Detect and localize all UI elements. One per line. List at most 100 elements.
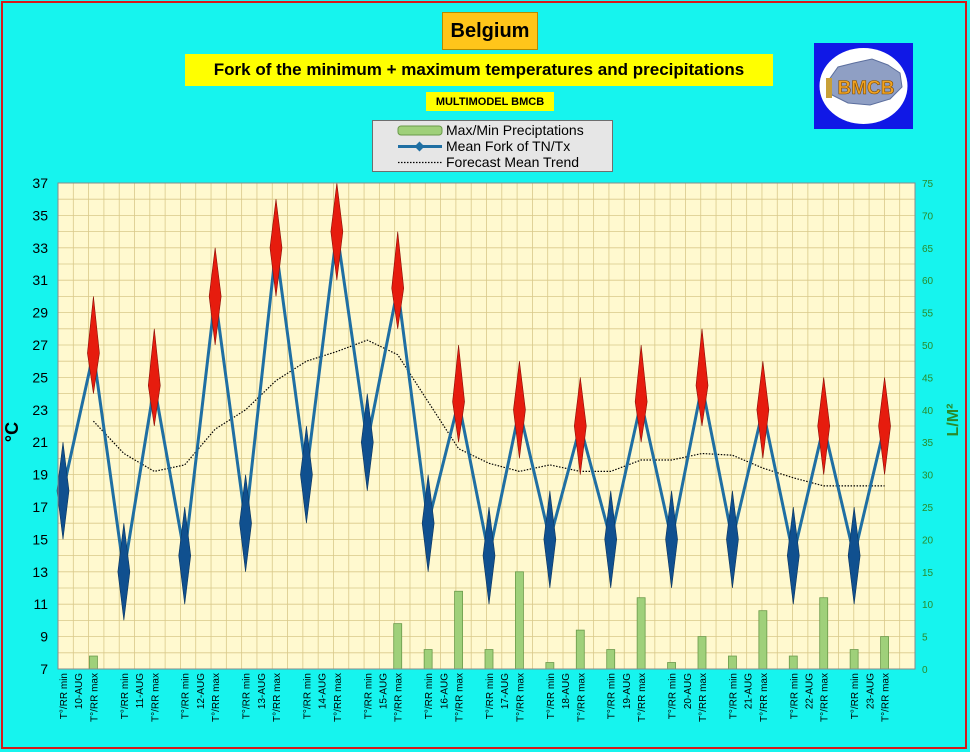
x-date-label: 15-AUG (379, 673, 390, 709)
x-tick-label: T°/RR max (272, 673, 283, 722)
y2-tick-label: 10 (922, 600, 934, 611)
min-range-diamond (117, 523, 131, 621)
min-range-diamond (665, 490, 678, 589)
x-tick-label: T°/RR min (424, 673, 435, 719)
min-range-diamond (360, 393, 374, 491)
x-tick-label: T°/RR max (759, 673, 770, 722)
y-tick-label: 23 (32, 402, 48, 418)
x-tick-label: T°/RR max (89, 673, 100, 722)
precip-bar (575, 629, 585, 670)
y2-tick-label: 60 (922, 276, 934, 287)
x-tick-label: T°/RR min (242, 673, 253, 719)
x-tick-label: T°/RR max (698, 673, 709, 722)
max-range-diamond (817, 377, 831, 475)
y2-axis: 0 5 10 15 20 25 30 35 40 45 50 55 60 65 70 75 (922, 179, 934, 676)
chart-title: Belgium (442, 12, 538, 50)
max-range-diamond (391, 231, 405, 329)
x-date-label: 17-AUG (500, 673, 511, 709)
precip-bar (423, 649, 433, 670)
trend-path (92, 339, 885, 487)
y-tick-label: 17 (32, 499, 48, 515)
mean-fork-line (61, 230, 887, 574)
y2-tick-label: 30 (922, 471, 934, 482)
min-range-diamond (178, 506, 192, 605)
x-date-label: 14-AUG (318, 673, 329, 709)
x-tick-label: T°/RR min (120, 673, 131, 719)
x-axis: T°/RR min T°/RR max T°/RR min T°/RR max T°/R… (59, 673, 892, 722)
y2-tick-label: 50 (922, 341, 934, 352)
x-tick-label: T°/RR min (789, 673, 800, 719)
precip-bar (728, 655, 737, 670)
x-tick-label: T°/RR max (394, 673, 405, 722)
max-range-diamond (452, 344, 465, 443)
x-tick-label: T°/RR min (728, 673, 739, 719)
min-range-diamond (482, 506, 496, 605)
y-tick-label: 13 (32, 564, 48, 580)
plot-border (57, 182, 916, 670)
max-range-diamond (208, 247, 222, 346)
min-range-diamond (847, 506, 861, 605)
y2-tick-label: 55 (922, 309, 934, 320)
x-tick-label: T°/RR max (820, 673, 831, 722)
x-tick-label: T°/RR max (637, 673, 648, 722)
precip-bar (880, 636, 889, 670)
max-range-diamond (878, 377, 891, 475)
x-tick-label: T°/RR max (881, 673, 892, 722)
y2-tick-label: 25 (922, 503, 934, 514)
chart-subtitle: Fork of the minimum + maximum temperatur… (185, 54, 773, 86)
min-range-diamond (239, 474, 252, 572)
precip-bar (697, 636, 707, 670)
x-date-label: 12-AUG (196, 673, 207, 709)
precip-bar (89, 655, 98, 670)
min-range-diamond (56, 442, 70, 540)
x-tick-label: T°/RR min (302, 673, 313, 719)
y2-tick-label: 45 (922, 373, 934, 384)
y2-tick-label: 0 (922, 665, 928, 676)
x-tick-label: T°/RR max (333, 673, 344, 722)
bmcb-logo: BMCB (814, 43, 913, 129)
x-tick-label: T°/RR min (485, 673, 496, 719)
trend-line-swatch-icon (398, 161, 442, 164)
max-range-diamond (147, 328, 161, 427)
x-tick-label: T°/RR min (59, 673, 70, 719)
precip-bar (636, 597, 646, 670)
precip-bar (788, 655, 798, 670)
min-range-diamond (786, 506, 800, 605)
precip-bars (89, 571, 889, 670)
svg-text:BMCB: BMCB (838, 78, 895, 99)
precip-bar (849, 649, 859, 670)
legend: Max/Min Preciptations Mean Fork of TN/Tx… (372, 120, 613, 172)
x-tick-label: T°/RR max (576, 673, 587, 722)
y2-tick-label: 70 (922, 211, 934, 222)
y2-tick-label: 65 (922, 244, 934, 255)
source-label: MULTIMODEL BMCB (426, 92, 554, 111)
x-tick-label: T°/RR max (515, 673, 526, 722)
precip-bar (819, 597, 829, 670)
y2-tick-label: 40 (922, 406, 934, 417)
precip-bar (515, 571, 524, 670)
min-range-diamond (604, 490, 618, 589)
x-tick-label: T°/RR max (455, 673, 466, 722)
y-tick-label: 9 (40, 629, 48, 645)
y-tick-label: 31 (32, 272, 48, 288)
legend-item-mean: Mean Fork of TN/Tx (373, 138, 612, 155)
max-range-diamond (269, 199, 283, 297)
min-range-diamond (726, 490, 739, 589)
y2-tick-label: 15 (922, 568, 934, 579)
y-tick-label: 15 (32, 531, 48, 547)
max-range-diamond (634, 344, 648, 443)
min-range-diamond (300, 425, 313, 524)
mean-path (61, 230, 887, 574)
mean-line-swatch-icon (398, 141, 442, 152)
x-tick-label: T°/RR max (211, 673, 222, 722)
max-range-diamond (573, 377, 587, 475)
precip-bar (606, 649, 616, 670)
y-tick-label: 37 (32, 175, 48, 191)
legend-label: Max/Min Preciptations (446, 122, 584, 138)
y-tick-label: 33 (32, 240, 48, 256)
legend-item-precip: Max/Min Preciptations (373, 122, 612, 139)
range-diamonds (56, 182, 891, 621)
precip-bar (758, 610, 768, 670)
y-tick-label: 35 (32, 207, 48, 223)
